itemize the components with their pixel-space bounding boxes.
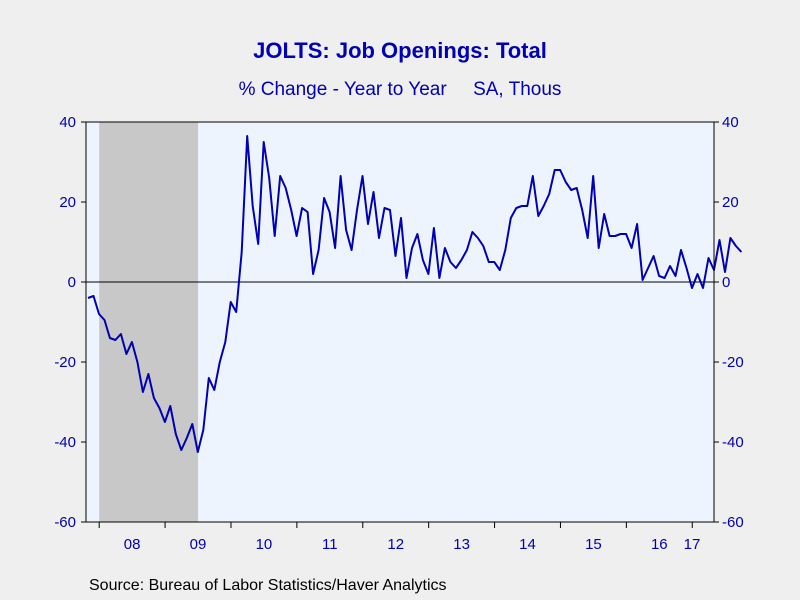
y-tick-label-left: -60	[54, 514, 76, 531]
x-tick-label: 15	[585, 536, 602, 553]
y-tick-label-right: 40	[722, 114, 739, 131]
y-tick-label-right: -20	[722, 354, 744, 371]
y-axis-left: -60 -40 -20 0 20 40	[54, 114, 86, 531]
y-tick-label-right: -60	[722, 514, 744, 531]
x-tick-label: 10	[256, 536, 273, 553]
y-axis-right: -60 -40 -20 0 20 40	[714, 114, 744, 531]
x-tick-label: 13	[453, 536, 470, 553]
y-tick-label-left: -20	[54, 354, 76, 371]
x-tick-label: 12	[387, 536, 404, 553]
x-tick-label: 09	[190, 536, 207, 553]
x-tick-label: 11	[322, 536, 338, 553]
y-tick-label-right: 20	[722, 194, 739, 211]
x-tick-label: 16	[651, 536, 668, 553]
y-tick-label-left: -40	[54, 434, 76, 451]
series-line	[87, 135, 743, 453]
y-tick-label-left: 20	[59, 194, 76, 211]
x-tick-label: 14	[519, 536, 536, 553]
chart-title: JOLTS: Job Openings: Total	[253, 38, 547, 63]
x-axis: 08 09 10 11 12 13 14 15 16 17	[98, 522, 701, 553]
x-tick-label: 08	[124, 536, 141, 553]
chart-subtitle: % Change - Year to Year SA, Thous	[238, 79, 562, 100]
plot-frame	[85, 121, 715, 523]
recession-shading	[99, 122, 199, 522]
y-tick-label-left: 0	[68, 274, 76, 291]
y-tick-label-right: -40	[722, 434, 744, 451]
source-note: Source: Bureau of Labor Statistics/Haver…	[89, 577, 447, 594]
x-tick-label: 17	[684, 536, 701, 553]
y-tick-label-right: 0	[722, 274, 730, 291]
y-tick-label-left: 40	[59, 114, 76, 131]
